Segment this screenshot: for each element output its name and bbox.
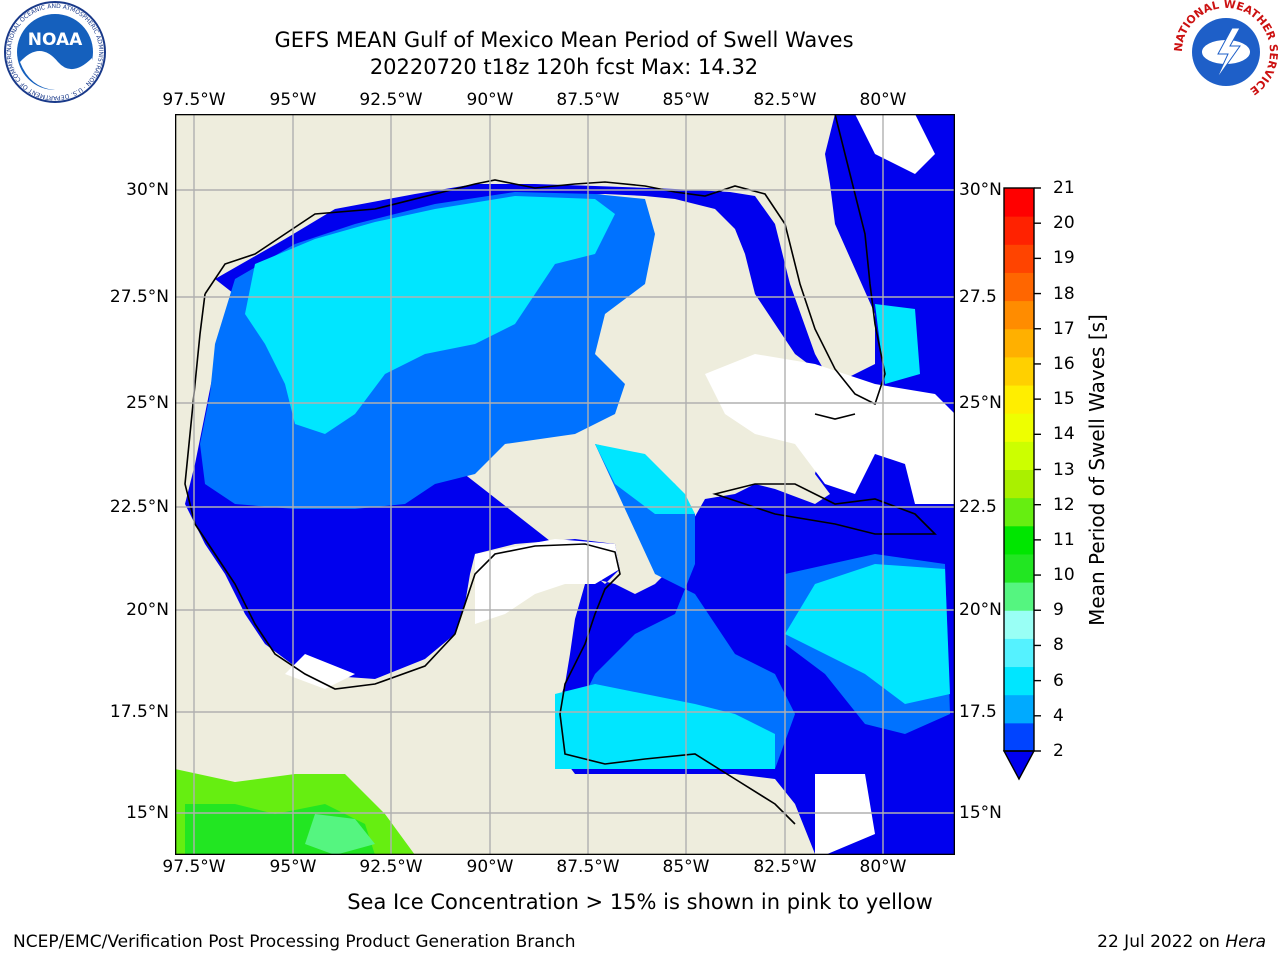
lon-label-bottom: 97.5°W bbox=[162, 857, 226, 877]
colorbar-segment bbox=[1004, 525, 1034, 555]
no-data-mexico-coast bbox=[285, 654, 355, 689]
lat-label-left: 27.5°N bbox=[109, 287, 169, 307]
lon-label-top: 80°W bbox=[859, 90, 907, 110]
swell-4-6s-caribbean-region bbox=[555, 304, 950, 769]
lon-label-bottom: 80°W bbox=[859, 857, 907, 877]
colorbar-tick-label: 17 bbox=[1053, 318, 1075, 339]
colorbar-label: Mean Period of Swell Waves [s] bbox=[1085, 314, 1109, 626]
map-frame bbox=[175, 114, 955, 855]
lat-label-left: 22.5°N bbox=[109, 497, 169, 517]
chart-title: GEFS MEAN Gulf of Mexico Mean Period of … bbox=[274, 28, 854, 52]
chart-subtitle: 20220720 t18z 120h fcst Max: 14.32 bbox=[369, 55, 759, 79]
colorbar-segment bbox=[1004, 694, 1034, 724]
colorbar-tick-label: 15 bbox=[1053, 389, 1075, 410]
colorbar-underflow-arrow bbox=[1002, 750, 1036, 781]
footer-date-text: 22 Jul 2022 on bbox=[1097, 932, 1226, 952]
lon-label-top: 90°W bbox=[466, 90, 514, 110]
lat-label-left: 30°N bbox=[126, 180, 169, 200]
colorbar-segment bbox=[1004, 188, 1034, 217]
colorbar-segment bbox=[1004, 413, 1034, 442]
lat-label-right: 17.5 bbox=[959, 702, 997, 722]
noaa-text: NOAA bbox=[28, 30, 83, 50]
colorbar-segment bbox=[1004, 469, 1034, 499]
footer-date: 22 Jul 2022 on Hera bbox=[1097, 932, 1266, 952]
nws-logo: NATIONAL WEATHER SERVICE bbox=[1172, 0, 1280, 102]
lon-label-top: 92.5°W bbox=[359, 90, 423, 110]
lon-label-top: 95°W bbox=[269, 90, 317, 110]
lon-label-bottom: 87.5°W bbox=[556, 857, 620, 877]
colorbar-tick-label: 20 bbox=[1053, 213, 1075, 234]
colorbar-segment bbox=[1004, 385, 1034, 414]
colorbar-segment bbox=[1004, 666, 1034, 696]
colorbar bbox=[1002, 187, 1041, 781]
colorbar-tick-label: 21 bbox=[1053, 178, 1075, 198]
lon-label-top: 97.5°W bbox=[162, 90, 226, 110]
colorbar-segment bbox=[1004, 722, 1034, 752]
colorbar-segment bbox=[1004, 356, 1034, 386]
colorbar-segment bbox=[1004, 441, 1034, 470]
lon-label-top: 85°W bbox=[662, 90, 710, 110]
lat-label-left: 17.5°N bbox=[109, 702, 169, 722]
lon-label-bottom: 90°W bbox=[466, 857, 514, 877]
no-data-east-coast bbox=[815, 114, 935, 855]
lat-label-right: 20°N bbox=[959, 600, 1002, 620]
lat-label-right: 22.5 bbox=[959, 497, 997, 517]
sea-ice-caption: Sea Ice Concentration > 15% is shown in … bbox=[347, 890, 933, 914]
colorbar-segment bbox=[1004, 610, 1034, 639]
footer-host: Hera bbox=[1225, 932, 1266, 952]
swell-4-6s-north-region bbox=[245, 196, 615, 434]
colorbar-segment bbox=[1004, 328, 1034, 358]
colorbar-segment bbox=[1004, 497, 1034, 527]
colorbar-tick-label: 8 bbox=[1053, 635, 1064, 656]
graticule bbox=[175, 114, 955, 855]
colorbar-segment bbox=[1004, 638, 1034, 668]
lon-label-top: 82.5°W bbox=[753, 90, 817, 110]
no-data-florida-strait bbox=[705, 354, 955, 504]
lat-label-right: 30°N bbox=[959, 180, 1002, 200]
lat-label-right: 25°N bbox=[959, 393, 1002, 413]
lat-label-left: 15°N bbox=[126, 803, 169, 823]
colorbar-segment bbox=[1004, 553, 1034, 583]
colorbar-tick-label: 6 bbox=[1053, 670, 1064, 691]
colorbar-segment bbox=[1004, 582, 1034, 611]
lon-label-top: 87.5°W bbox=[556, 90, 620, 110]
coastlines bbox=[184, 114, 937, 825]
colorbar-segment bbox=[1004, 300, 1034, 330]
colorbar-segment bbox=[1004, 244, 1034, 273]
colorbar-segment bbox=[1004, 216, 1034, 245]
colorbar-tick-label: 2 bbox=[1053, 741, 1064, 761]
noaa-logo: NATIONAL OCEANIC AND ATMOSPHERIC ADMINIS… bbox=[0, 0, 106, 103]
colorbar-tick-label: 4 bbox=[1053, 705, 1064, 726]
lon-label-bottom: 82.5°W bbox=[753, 857, 817, 877]
map-plot bbox=[175, 114, 955, 855]
colorbar-tick-label: 14 bbox=[1053, 424, 1075, 445]
colorbar-tick-label: 10 bbox=[1053, 565, 1075, 586]
colorbar-tick-label: 9 bbox=[1053, 600, 1064, 621]
footer-branch: NCEP/EMC/Verification Post Processing Pr… bbox=[13, 932, 576, 952]
no-data-yucatan-coast bbox=[475, 539, 620, 624]
colorbar-tick-label: 12 bbox=[1053, 494, 1075, 515]
colorbar-tick-label: 19 bbox=[1053, 248, 1075, 269]
lat-label-right: 15°N bbox=[959, 803, 1002, 823]
lon-label-bottom: 95°W bbox=[269, 857, 317, 877]
colorbar-segment bbox=[1004, 272, 1034, 302]
lon-label-bottom: 85°W bbox=[662, 857, 710, 877]
colorbar-tick-label: 11 bbox=[1053, 529, 1075, 550]
colorbar-tick-label: 16 bbox=[1053, 353, 1075, 374]
colorbar-tick-label: 18 bbox=[1053, 283, 1075, 304]
lat-label-right: 27.5 bbox=[959, 287, 997, 307]
lat-label-left: 20°N bbox=[126, 600, 169, 620]
lat-label-left: 25°N bbox=[126, 393, 169, 413]
colorbar-tick-label: 13 bbox=[1053, 459, 1075, 480]
pacific-swell-region-core bbox=[305, 814, 375, 855]
lon-label-bottom: 92.5°W bbox=[359, 857, 423, 877]
